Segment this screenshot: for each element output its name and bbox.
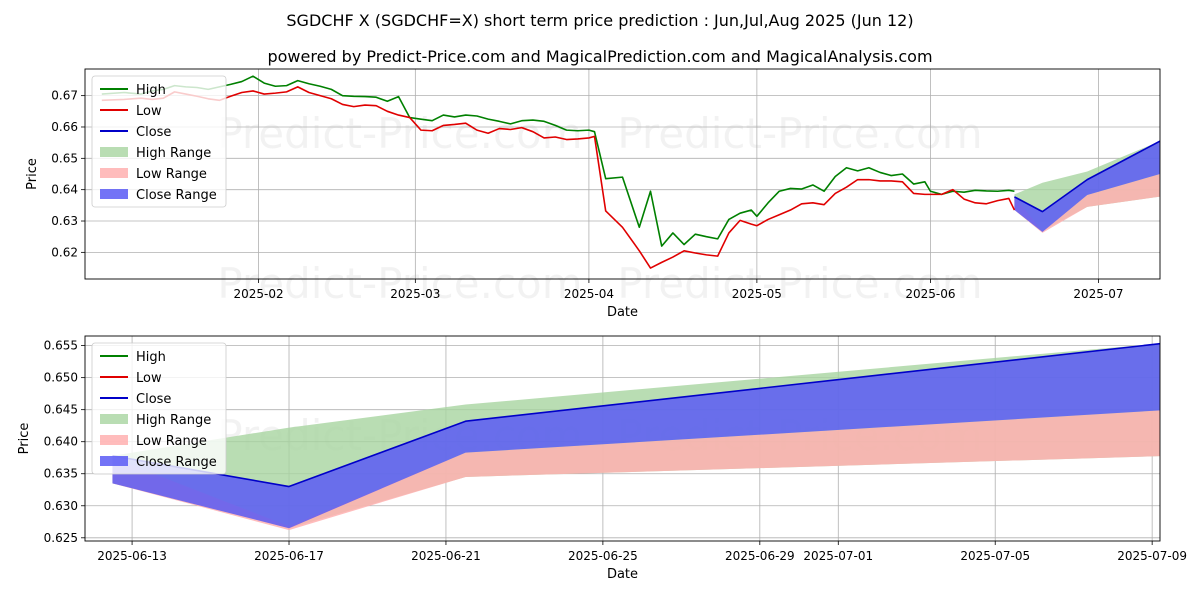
x-tick-label: 2025-06 [905,287,955,301]
watermark-text: Predict-Price.com [217,109,582,158]
x-tick-label: 2025-06-17 [254,549,324,563]
high-range-legend-swatch [100,147,128,157]
x-tick-label: 2025-04 [564,287,614,301]
low-range-area [112,410,1160,531]
close-range-legend-swatch [100,456,128,466]
legend-label: High [136,350,166,365]
y-tick-label: 0.645 [44,403,78,417]
y-tick-label: 0.66 [51,120,78,134]
legend-label: High Range [136,146,211,161]
y-tick-label: 0.62 [51,245,78,259]
watermark-text: Predict-Price.com [617,109,982,158]
legend-label: Low Range [136,434,207,449]
x-tick-label: 2025-03 [390,287,440,301]
low-series-line [101,86,1016,269]
bottom-plot-panel: Predict-Price.comPredict-Price.com2025-0… [17,335,1187,582]
legend-label: Close Range [136,455,217,470]
y-tick-label: 0.630 [44,499,78,513]
plot-area [101,75,1160,269]
legend-label: High Range [136,413,211,428]
x-tick-label: 2025-02 [233,287,283,301]
legend-label: Low [136,104,162,119]
watermark-text: Predict-Price.com [617,259,982,308]
x-axis-label: Date [607,305,638,320]
y-tick-label: 0.650 [44,371,78,385]
y-tick-label: 0.640 [44,435,78,449]
y-axis-label: Price [25,158,40,190]
legend-label: Close Range [136,188,217,203]
legend-label: Close [136,125,171,140]
close-range-legend-swatch [100,189,128,199]
x-tick-label: 2025-05 [732,287,782,301]
legend: High Low Close High Range Low Range Close Ran… [91,75,227,208]
x-tick-label: 2025-06-25 [568,549,638,563]
top-plot-panel: Predict-Price.com Predict-Price.com Predic… [25,68,1161,320]
axes-frame [84,68,1161,280]
close-range-area [1014,141,1160,232]
x-axis-label: Date [607,567,638,582]
chart-title: SGDCHF X (SGDCHF=X) short term price pre… [286,11,913,30]
y-tick-label: 0.655 [44,339,78,353]
watermark-text: Predict-Price.com [217,259,582,308]
legend-label: High [136,83,166,98]
chart-subtitle: powered by Predict-Price.com and Magical… [267,47,932,66]
close-range-area [112,343,1160,529]
y-tick-label: 0.65 [51,151,78,165]
low-range-legend-swatch [100,168,128,178]
high-range-legend-swatch [100,414,128,424]
x-tick-label: 2025-06-21 [411,549,481,563]
y-tick-label: 0.635 [44,467,78,481]
x-tick-label: 2025-06-29 [725,549,795,563]
y-tick-label: 0.63 [51,214,78,228]
y-tick-label: 0.64 [51,183,78,197]
x-tick-label: 2025-07-01 [803,549,873,563]
legend-label: Low Range [136,167,207,182]
x-tick-label: 2025-07 [1073,287,1123,301]
x-tick-label: 2025-06-13 [97,549,167,563]
axes-frame [84,335,1161,542]
legend-label: Low [136,371,162,386]
x-tick-label: 2025-07-09 [1117,549,1187,563]
close-series-line [1014,140,1160,213]
low-range-area [1014,174,1160,233]
high-series-line [101,75,1015,247]
legend-label: Close [136,392,171,407]
plot-area [112,342,1160,531]
x-tick-label: 2025-07-05 [960,549,1030,563]
y-tick-label: 0.625 [44,531,78,545]
low-range-legend-swatch [100,435,128,445]
legend: High Low Close High Range Low Range Close Ran… [91,342,227,475]
y-axis-label: Price [17,423,32,455]
y-tick-label: 0.67 [51,89,78,103]
